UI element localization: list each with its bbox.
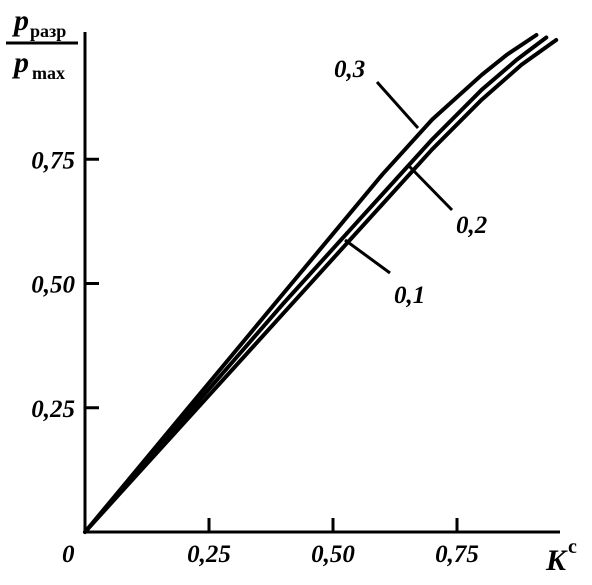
leader-line-0-2 [406, 163, 454, 212]
x-tick-label: 0,50 [311, 541, 355, 568]
curve-label-0-3: 0,3 [334, 56, 365, 83]
y-tick-label: 0,25 [31, 396, 75, 423]
origin-label: 0 [62, 541, 75, 568]
x-axis-label: K c [545, 536, 577, 577]
x-label-main: K [545, 544, 568, 577]
leader-line-0-3 [375, 81, 420, 129]
leader-line-0-1 [344, 238, 391, 275]
curve-annotations: 0,3 0,2 0,1 [334, 56, 487, 309]
series-line-0-1 [83, 38, 559, 534]
series-lines [83, 33, 559, 534]
y-label-denominator: p [11, 46, 29, 79]
curve-label-0-1: 0,1 [394, 282, 425, 309]
series-line-0-2 [83, 35, 549, 534]
y-tick-label: 0,50 [31, 272, 75, 299]
x-label-sup: c [568, 536, 577, 558]
curve-label-0-2: 0,2 [456, 212, 487, 239]
y-tick-label: 0,75 [31, 147, 75, 174]
y-label-denominator-sub: max [32, 63, 65, 83]
y-label-numerator-sub: разр [30, 21, 66, 41]
x-tick-label: 0,75 [435, 541, 479, 568]
x-tick-label: 0,25 [187, 541, 231, 568]
y-label-numerator: p [11, 4, 29, 37]
y-ticks: 0,25 0,50 0,75 [31, 147, 99, 423]
series-line-0-3 [83, 33, 539, 534]
y-axis-label: p разр p max [6, 4, 78, 83]
x-ticks: 0,25 0,50 0,75 [187, 518, 479, 568]
